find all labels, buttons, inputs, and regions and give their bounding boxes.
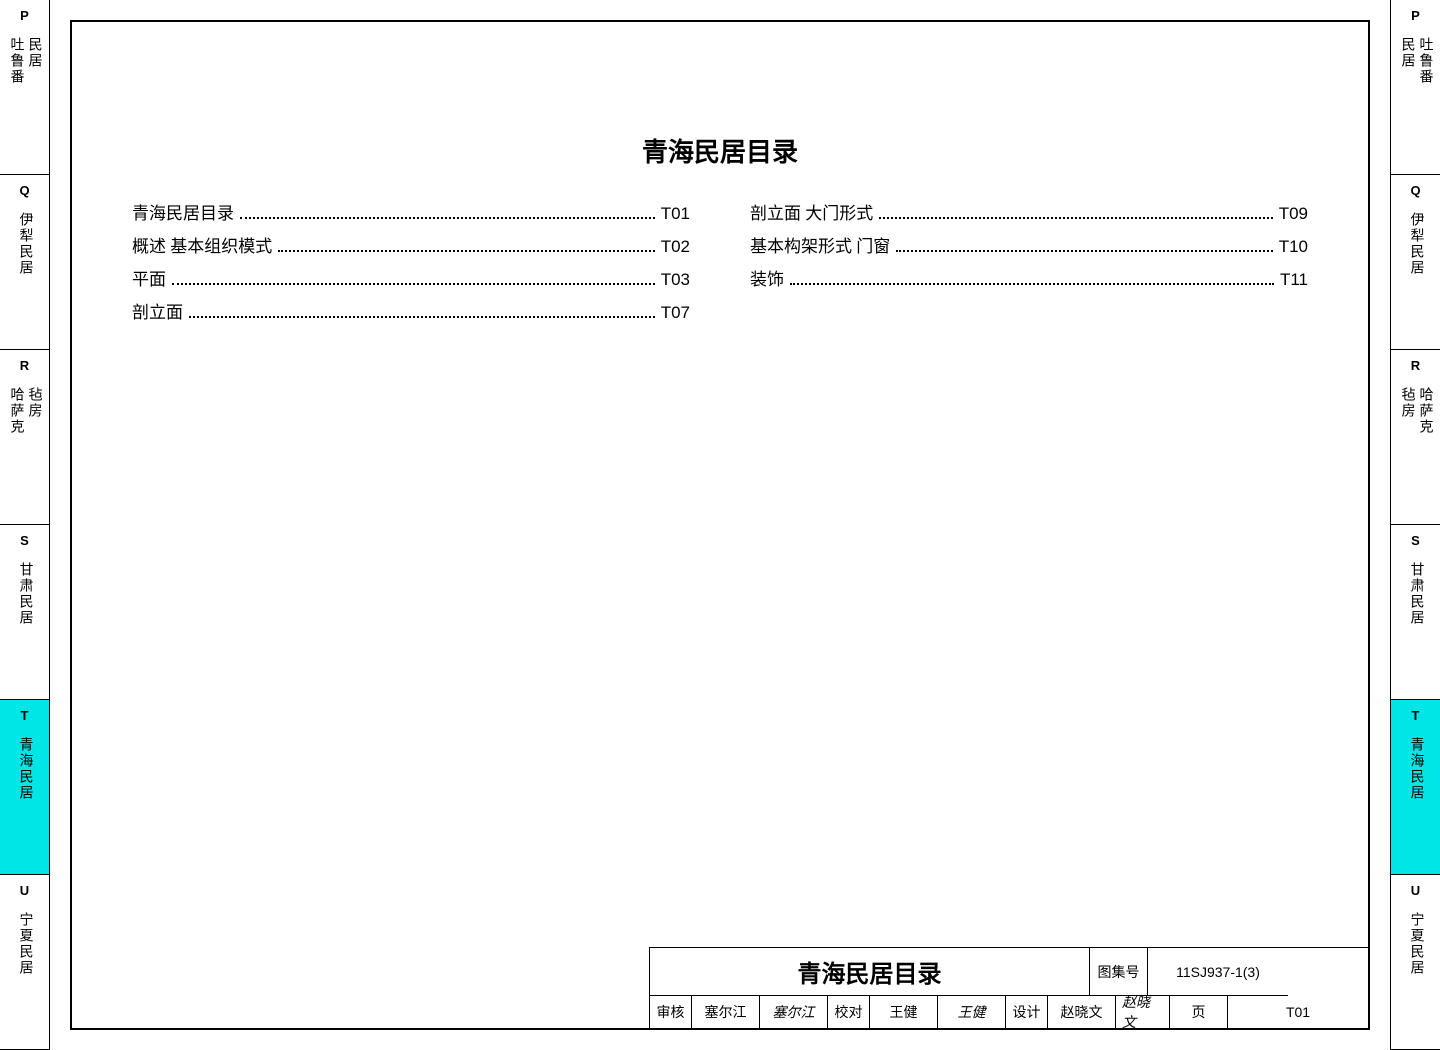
tab-letter: Q — [1410, 183, 1420, 198]
tab-label: 甘肃民居 — [18, 562, 32, 626]
tab-label: 宁夏民居 — [18, 912, 32, 976]
tab-label: 青海民居 — [1409, 737, 1423, 801]
page-value: T01 — [1228, 996, 1368, 1028]
check-signature: 王健 — [938, 996, 1006, 1028]
tab-label: 青海民居 — [18, 737, 32, 801]
toc-page: T07 — [661, 303, 690, 323]
tab-label: 毡房 — [1400, 387, 1414, 419]
design-label: 设计 — [1006, 996, 1048, 1028]
tab-label: 毡房 — [27, 387, 41, 419]
title-block: 青海民居目录 图集号 11SJ937-1(3) 审核 塞尔江 塞尔江 校对 王健… — [649, 947, 1368, 1028]
right-tabs: P 民居吐鲁番 Q 伊犁民居 R 毡房哈萨克 S 甘肃民居 T 青海民居 U 宁夏民居 — [1390, 0, 1440, 1050]
section-tab[interactable]: R 哈萨克毡房 — [0, 350, 49, 525]
section-tab[interactable]: R 毡房哈萨克 — [1391, 350, 1440, 525]
toc-leader — [896, 250, 1272, 252]
tab-letter: R — [20, 358, 29, 373]
album-label: 图集号 — [1090, 948, 1148, 996]
toc-leader — [278, 250, 654, 252]
tab-label: 民居 — [27, 37, 41, 69]
tab-letter: U — [20, 883, 29, 898]
section-tab[interactable]: Q 伊犁民居 — [1391, 175, 1440, 350]
tab-label: 吐鲁番 — [9, 37, 23, 85]
toc-entry: 青海民居目录 T01 — [132, 199, 690, 224]
section-tab[interactable]: U 宁夏民居 — [0, 875, 49, 1050]
left-tabs: P 吐鲁番民居 Q 伊犁民居 R 哈萨克毡房 S 甘肃民居 T 青海民居 U 宁夏民居 — [0, 0, 50, 1050]
page-label: 页 — [1170, 996, 1228, 1028]
tab-label: 伊犁民居 — [1409, 212, 1423, 276]
toc-label: 基本构架形式 门窗 — [750, 232, 890, 257]
main-area: 青海民居目录 青海民居目录 T01 概述 基本组织模式 T02 平面 T03 剖立面 T07 … — [50, 0, 1390, 1050]
section-tab[interactable]: S 甘肃民居 — [0, 525, 49, 700]
toc-entry: 剖立面 大门形式 T09 — [750, 199, 1308, 224]
review-label: 审核 — [650, 996, 692, 1028]
toc-leader — [172, 283, 655, 285]
tab-letter: U — [1411, 883, 1420, 898]
tab-letter: P — [1411, 8, 1420, 23]
page: P吐鲁番民居Q伊犁民居R哈萨克毡房S甘肃民居T青海民居U宁夏民居 青海民居目录 … — [0, 0, 1440, 1050]
tab-label: 甘肃民居 — [1409, 562, 1423, 626]
toc-leader — [240, 217, 655, 219]
section-tab[interactable]: U 宁夏民居 — [1391, 875, 1440, 1050]
toc-page: T03 — [661, 270, 690, 290]
tab-letter: T — [1412, 708, 1420, 723]
tab-label: 哈萨克 — [1418, 387, 1432, 435]
page-title: 青海民居目录 — [72, 132, 1368, 169]
toc-leader — [189, 316, 655, 318]
toc-column-left: 青海民居目录 T01 概述 基本组织模式 T02 平面 T03 剖立面 T07 — [132, 199, 690, 331]
drawing-title: 青海民居目录 — [650, 948, 1090, 996]
toc-page: T09 — [1279, 204, 1308, 224]
tab-label: 宁夏民居 — [1409, 912, 1423, 976]
toc-label: 概述 基本组织模式 — [132, 232, 272, 257]
toc-page: T11 — [1280, 270, 1308, 290]
toc-entry: 基本构架形式 门窗 T10 — [750, 232, 1308, 257]
check-name: 王健 — [870, 996, 938, 1028]
section-tab[interactable]: P 吐鲁番民居 — [0, 0, 49, 175]
tab-label: 吐鲁番 — [1418, 37, 1432, 85]
tab-label: 伊犁民居 — [18, 212, 32, 276]
section-tab[interactable]: T 青海民居 — [1391, 700, 1440, 875]
tab-letter: S — [20, 533, 29, 548]
toc-page: T01 — [661, 204, 690, 224]
toc-leader — [790, 283, 1274, 285]
section-tab[interactable]: Q 伊犁民居 — [0, 175, 49, 350]
section-tab[interactable]: P 民居吐鲁番 — [1391, 0, 1440, 175]
tab-label: 民居 — [1400, 37, 1414, 69]
tab-letter: P — [20, 8, 29, 23]
review-signature: 塞尔江 — [760, 996, 828, 1028]
design-name: 赵晓文 — [1048, 996, 1116, 1028]
toc-label: 青海民居目录 — [132, 199, 234, 224]
toc-label: 装饰 — [750, 265, 784, 290]
toc-column-right: 剖立面 大门形式 T09 基本构架形式 门窗 T10 装饰 T11 — [750, 199, 1308, 331]
drawing-frame: 青海民居目录 青海民居目录 T01 概述 基本组织模式 T02 平面 T03 剖立面 T07 … — [70, 20, 1370, 1030]
tab-label: 哈萨克 — [9, 387, 23, 435]
section-tab[interactable]: T 青海民居 — [0, 700, 49, 875]
toc-entry: 装饰 T11 — [750, 265, 1308, 290]
toc-page: T10 — [1279, 237, 1308, 257]
tab-letter: R — [1411, 358, 1420, 373]
toc-entry: 概述 基本组织模式 T02 — [132, 232, 690, 257]
toc-label: 剖立面 大门形式 — [750, 199, 873, 224]
toc-label: 平面 — [132, 265, 166, 290]
toc-entry: 平面 T03 — [132, 265, 690, 290]
toc-leader — [879, 217, 1272, 219]
tab-letter: S — [1411, 533, 1420, 548]
design-signature: 赵晓文 — [1116, 996, 1170, 1028]
tab-letter: Q — [19, 183, 29, 198]
review-name: 塞尔江 — [692, 996, 760, 1028]
album-value: 11SJ937-1(3) — [1148, 948, 1288, 996]
toc-label: 剖立面 — [132, 298, 183, 323]
toc-page: T02 — [661, 237, 690, 257]
table-of-contents: 青海民居目录 T01 概述 基本组织模式 T02 平面 T03 剖立面 T07 剖立面 大门形… — [72, 169, 1368, 331]
toc-entry: 剖立面 T07 — [132, 298, 690, 323]
check-label: 校对 — [828, 996, 870, 1028]
section-tab[interactable]: S 甘肃民居 — [1391, 525, 1440, 700]
tab-letter: T — [21, 708, 29, 723]
